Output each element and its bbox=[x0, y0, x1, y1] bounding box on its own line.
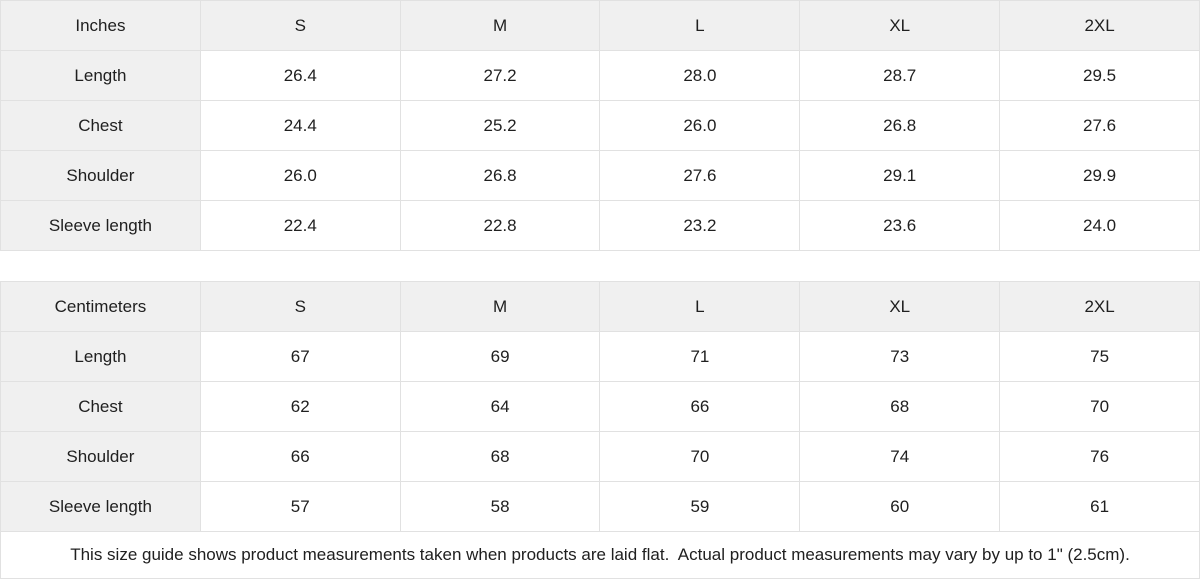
value-cell: 69 bbox=[399, 331, 601, 382]
value-cell: 70 bbox=[999, 381, 1200, 432]
unit-header-centimeters: Centimeters bbox=[0, 281, 201, 332]
value-cell: 67 bbox=[199, 331, 401, 382]
value-cell: 28.7 bbox=[799, 50, 1001, 101]
size-column-header-2xl: 2XL bbox=[999, 281, 1200, 332]
value-cell: 61 bbox=[999, 481, 1200, 532]
value-cell: 26.4 bbox=[199, 50, 401, 101]
value-cell: 22.8 bbox=[399, 200, 601, 251]
value-cell: 68 bbox=[799, 381, 1001, 432]
row-label-shoulder: Shoulder bbox=[0, 431, 201, 482]
row-label-length: Length bbox=[0, 331, 201, 382]
value-cell: 60 bbox=[799, 481, 1001, 532]
value-cell: 70 bbox=[599, 431, 801, 482]
value-cell: 66 bbox=[599, 381, 801, 432]
value-cell: 27.6 bbox=[999, 100, 1200, 151]
value-cell: 71 bbox=[599, 331, 801, 382]
table-row-chest: Chest 62 64 66 68 70 bbox=[0, 381, 1200, 432]
table-row-sleeve-length: Sleeve length 57 58 59 60 61 bbox=[0, 481, 1200, 532]
row-label-chest: Chest bbox=[0, 381, 201, 432]
value-cell: 76 bbox=[999, 431, 1200, 482]
value-cell: 23.6 bbox=[799, 200, 1001, 251]
value-cell: 27.6 bbox=[599, 150, 801, 201]
size-column-header-m: M bbox=[399, 0, 601, 51]
unit-header-inches: Inches bbox=[0, 0, 201, 51]
size-column-header-xl: XL bbox=[799, 0, 1001, 51]
row-label-length: Length bbox=[0, 50, 201, 101]
row-label-sleeve-length: Sleeve length bbox=[0, 481, 201, 532]
table-row-chest: Chest 24.4 25.2 26.0 26.8 27.6 bbox=[0, 100, 1200, 151]
value-cell: 28.0 bbox=[599, 50, 801, 101]
centimeters-header-row: Centimeters S M L XL 2XL bbox=[0, 281, 1200, 332]
value-cell: 27.2 bbox=[399, 50, 601, 101]
size-column-header-s: S bbox=[199, 0, 401, 51]
inches-header-row: Inches S M L XL 2XL bbox=[0, 0, 1200, 51]
value-cell: 64 bbox=[399, 381, 601, 432]
value-cell: 68 bbox=[399, 431, 601, 482]
value-cell: 29.5 bbox=[999, 50, 1200, 101]
table-row-length: Length 67 69 71 73 75 bbox=[0, 331, 1200, 382]
size-column-header-2xl: 2XL bbox=[999, 0, 1200, 51]
size-guide-footnote: This size guide shows product measuremen… bbox=[0, 532, 1200, 579]
table-row-sleeve-length: Sleeve length 22.4 22.8 23.2 23.6 24.0 bbox=[0, 200, 1200, 251]
value-cell: 29.9 bbox=[999, 150, 1200, 201]
table-row-shoulder: Shoulder 66 68 70 74 76 bbox=[0, 431, 1200, 482]
value-cell: 29.1 bbox=[799, 150, 1001, 201]
size-guide-centimeters-table: Centimeters S M L XL 2XL Length 67 69 71… bbox=[0, 281, 1200, 532]
value-cell: 74 bbox=[799, 431, 1001, 482]
row-label-chest: Chest bbox=[0, 100, 201, 151]
size-column-header-l: L bbox=[599, 0, 801, 51]
size-column-header-l: L bbox=[599, 281, 801, 332]
row-label-sleeve-length: Sleeve length bbox=[0, 200, 201, 251]
size-column-header-xl: XL bbox=[799, 281, 1001, 332]
value-cell: 73 bbox=[799, 331, 1001, 382]
table-row-length: Length 26.4 27.2 28.0 28.7 29.5 bbox=[0, 50, 1200, 101]
value-cell: 66 bbox=[199, 431, 401, 482]
value-cell: 26.0 bbox=[199, 150, 401, 201]
value-cell: 22.4 bbox=[199, 200, 401, 251]
value-cell: 24.0 bbox=[999, 200, 1200, 251]
value-cell: 26.8 bbox=[799, 100, 1001, 151]
value-cell: 59 bbox=[599, 481, 801, 532]
value-cell: 24.4 bbox=[199, 100, 401, 151]
value-cell: 62 bbox=[199, 381, 401, 432]
value-cell: 26.8 bbox=[399, 150, 601, 201]
size-column-header-m: M bbox=[399, 281, 601, 332]
value-cell: 58 bbox=[399, 481, 601, 532]
row-label-shoulder: Shoulder bbox=[0, 150, 201, 201]
table-spacer bbox=[0, 251, 1200, 281]
size-column-header-s: S bbox=[199, 281, 401, 332]
size-guide-footnote-text: This size guide shows product measuremen… bbox=[70, 545, 1130, 564]
size-guide-inches-table: Inches S M L XL 2XL Length 26.4 27.2 28.… bbox=[0, 0, 1200, 251]
table-row-shoulder: Shoulder 26.0 26.8 27.6 29.1 29.9 bbox=[0, 150, 1200, 201]
value-cell: 25.2 bbox=[399, 100, 601, 151]
value-cell: 23.2 bbox=[599, 200, 801, 251]
value-cell: 75 bbox=[999, 331, 1200, 382]
value-cell: 26.0 bbox=[599, 100, 801, 151]
value-cell: 57 bbox=[199, 481, 401, 532]
